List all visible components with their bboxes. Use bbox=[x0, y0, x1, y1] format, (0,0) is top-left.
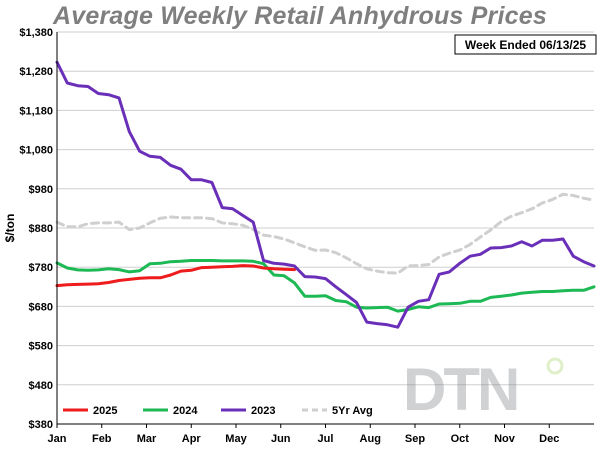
legend-label: 2025 bbox=[93, 405, 117, 417]
y-tick-label: $480 bbox=[29, 380, 53, 392]
y-tick-label: $680 bbox=[29, 301, 53, 313]
series-line-5yr-avg bbox=[55, 192, 596, 275]
y-tick-label: $1,380 bbox=[19, 27, 53, 39]
y-tick-label: $580 bbox=[29, 341, 53, 353]
x-tick-label: Feb bbox=[92, 433, 112, 445]
week-annotation-box bbox=[454, 34, 597, 55]
week-annotation: Week Ended 06/13/25 bbox=[454, 34, 597, 55]
x-tick-label: Aug bbox=[360, 433, 381, 445]
y-tick-label: $380 bbox=[29, 419, 53, 431]
y-tick-label: $1,180 bbox=[19, 105, 53, 117]
x-tick-label: Jul bbox=[318, 433, 334, 445]
y-tick-label: $1,280 bbox=[19, 66, 53, 78]
legend-label: 5Yr Avg bbox=[332, 405, 373, 417]
x-tick-label: Jan bbox=[48, 433, 67, 445]
axes bbox=[56, 32, 594, 428]
x-tick-label: Dec bbox=[539, 433, 559, 445]
y-tick-label: $780 bbox=[29, 262, 53, 274]
y-tick-label: $880 bbox=[29, 223, 53, 235]
legend: 2025 2024 2023 5Yr Avg bbox=[63, 405, 373, 417]
x-tick-label: Mar bbox=[137, 433, 157, 445]
y-tick-label: $1,080 bbox=[19, 145, 53, 157]
series-lines bbox=[55, 60, 596, 329]
dtn-logo: DTN bbox=[403, 356, 564, 423]
x-tick-label: Nov bbox=[494, 433, 516, 445]
chart-title: Average Weekly Retail Anhydrous Prices bbox=[53, 2, 547, 30]
x-tick-label: Apr bbox=[182, 433, 202, 445]
series-line-2025 bbox=[55, 264, 296, 288]
y-tick-label: $980 bbox=[29, 184, 53, 196]
series-line-2023 bbox=[55, 60, 596, 329]
x-tick-label: Oct bbox=[451, 433, 470, 445]
svg-text:DTN: DTN bbox=[403, 356, 517, 423]
week-annotation-text: Week Ended 06/13/25 bbox=[465, 38, 587, 52]
x-tick-label: May bbox=[225, 433, 247, 445]
gridlines bbox=[57, 31, 594, 425]
tick-labels: $380 $480 $580 $680 $780 $880 $980 $1,080 $1,180… bbox=[19, 27, 559, 445]
x-tick-label: Sep bbox=[405, 433, 425, 445]
series-line-2024 bbox=[55, 259, 596, 313]
y-axis-label: $/ton bbox=[3, 214, 17, 243]
legend-label: 2024 bbox=[173, 405, 198, 417]
legend-label: 2023 bbox=[251, 405, 275, 417]
x-tick-label: Jun bbox=[271, 433, 291, 445]
